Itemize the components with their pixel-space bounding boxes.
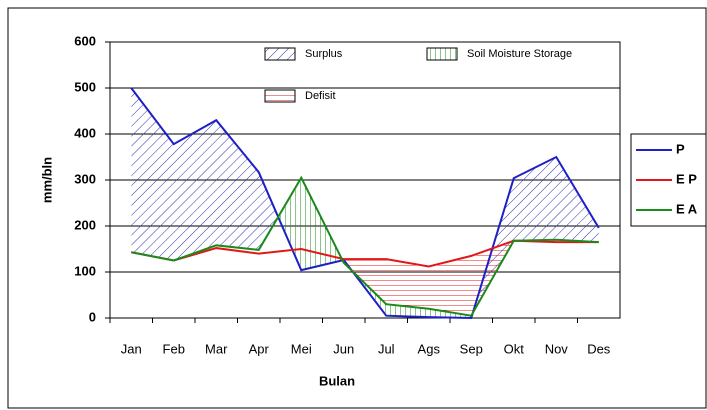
legend-label: P	[676, 141, 685, 156]
x-tick-label: Apr	[249, 341, 270, 356]
y-tick-label: 0	[89, 309, 96, 324]
area-legend-swatch	[264, 89, 296, 103]
y-tick-label: 300	[74, 171, 96, 186]
legend-label: E P	[676, 171, 697, 186]
series-line	[131, 175, 599, 317]
y-tick-label: 100	[74, 263, 96, 278]
area-legend-swatch	[264, 47, 296, 61]
area-legend-label: Defisit	[305, 90, 336, 102]
x-tick-label: Ags	[418, 341, 441, 356]
x-tick-label: Feb	[163, 341, 185, 356]
area-legend-label: Surplus	[305, 48, 343, 60]
x-tick-label: Jun	[333, 341, 354, 356]
x-tick-label: Mei	[291, 341, 312, 356]
y-tick-label: 400	[74, 125, 96, 140]
x-tick-label: Sep	[460, 341, 483, 356]
y-axis-label: mm/bln	[39, 157, 54, 203]
x-tick-label: Jan	[121, 341, 142, 356]
series-line	[130, 87, 600, 320]
y-tick-label: 600	[74, 33, 96, 48]
x-tick-label: Mar	[205, 341, 228, 356]
y-tick-label: 200	[74, 217, 96, 232]
x-tick-label: Okt	[504, 341, 525, 356]
x-axis-label: Bulan	[319, 373, 355, 388]
x-tick-label: Jul	[378, 341, 395, 356]
legend-label: E A	[676, 201, 698, 216]
area-legend-swatch	[426, 47, 458, 61]
area-legend-label: Soil Moisture Storage	[467, 48, 572, 60]
x-tick-label: Des	[587, 341, 611, 356]
y-tick-label: 500	[74, 79, 96, 94]
x-tick-label: Nov	[545, 341, 569, 356]
